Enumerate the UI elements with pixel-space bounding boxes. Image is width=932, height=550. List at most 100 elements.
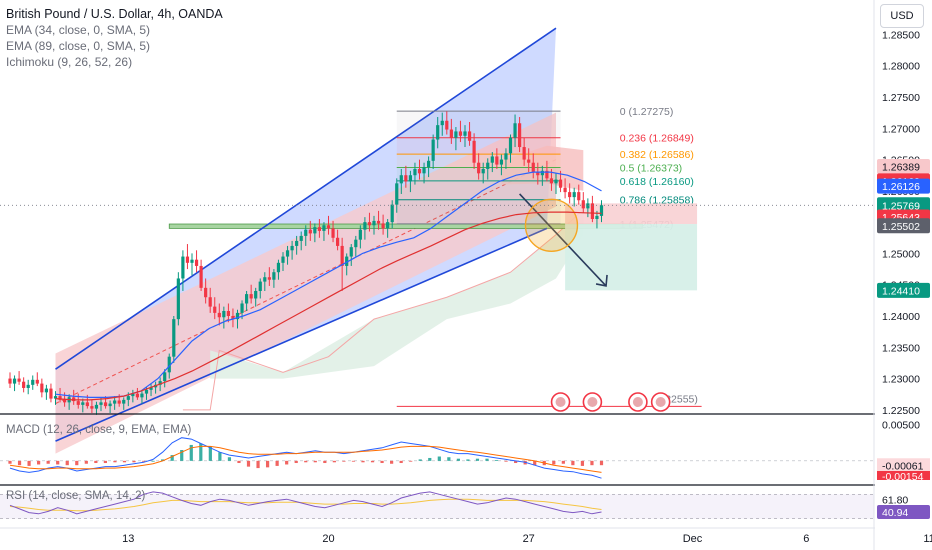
highlight-circle [524,198,579,252]
macd-histogram-bar [456,458,460,461]
candle-body [17,378,21,382]
rsi-axis-label: 61.80 [882,494,908,506]
macd-label: MACD (12, 26, close, 9, EMA, EMA) [6,424,192,436]
macd-histogram-bar [304,460,308,463]
legend-ema89[interactable]: EMA (89, close, 0, SMA, 5) [6,39,151,53]
candle-body [126,396,130,400]
candle-body [194,259,199,266]
candle-body [463,131,467,136]
macd-histogram-bar [466,459,470,461]
candle-body [486,162,490,169]
price-tick-label: 1.23000 [882,374,920,386]
candle-body [540,170,544,176]
candle-body [372,220,376,226]
macd-histogram-bar [313,460,317,463]
candle-body [577,192,581,201]
ema34-price-tag: 1.26126 [882,181,920,193]
candle-body [399,175,403,184]
legend-ema34[interactable]: EMA (34, close, 0, SMA, 5) [6,23,151,37]
macd-value-tag-bg [877,458,930,473]
candle-body [599,205,604,216]
macd-histogram-bar [151,460,155,462]
candle-body [549,178,554,184]
macd-histogram-bar [485,458,489,461]
candle-body [94,404,99,409]
candle-body [249,294,253,299]
candle-body [122,399,126,404]
candle-body [240,303,244,313]
candle-body [590,203,594,220]
macd-histogram-bar [170,455,174,461]
macd-histogram-bar [141,460,146,462]
macd-pane [0,437,874,479]
candle-body [222,311,226,318]
candle-body [272,272,276,280]
macd-histogram-bar [285,460,289,465]
macd-signal-line [9,445,602,473]
rsi-label: RSI (14, close, SMA, 14, 2) [6,490,146,502]
fib-band-1 [396,137,561,155]
macd-histogram-bar [552,460,556,465]
macd-histogram-bar [475,458,480,461]
macd-histogram-bar [227,457,232,461]
candle-body [395,183,399,205]
macd-histogram-bar [189,444,193,461]
candle-body [586,203,590,209]
macd-histogram-bar [122,460,127,463]
candle-body [331,228,335,238]
candle-body [190,259,194,263]
macd-histogram-bar [246,460,251,467]
candle-body [131,393,135,397]
candle-body [308,229,312,234]
stop-price-tag-bg [877,218,930,234]
candle-body [176,278,180,320]
candle-body [72,397,76,402]
legend-ichimoku[interactable]: Ichimoku (9, 26, 52, 26) [6,55,133,69]
candle-body [363,222,367,230]
macd-histogram-bar [561,460,565,464]
candle-body [103,402,108,407]
stop-price-tag: 1.25502 [882,221,920,233]
candle-body [81,402,85,405]
candle-body [508,137,513,154]
macd-histogram-bar [437,456,441,461]
candle-body [554,179,558,184]
candle-body [454,131,458,138]
candle-body [458,131,463,136]
candle-body [381,223,385,229]
candle-body [213,306,217,313]
candle-body [527,159,531,163]
ema34-price-tag-bg [877,178,930,194]
macd-histogram-bar [380,460,384,464]
candle-body [345,256,349,266]
macd-histogram-bar [94,460,98,464]
macd-value-tag: -0.00061 [882,460,924,472]
candle-body [263,277,267,282]
candle-body [568,192,572,198]
candle-body [22,381,26,388]
ema89-line [55,211,602,401]
candle-body [595,215,599,220]
candle-body [167,356,171,373]
macd-histogram-bar [208,446,212,461]
price-tick-label: 1.28500 [882,29,920,41]
fib-band-5 [396,199,561,224]
candle-body [304,229,308,236]
macd-histogram-bar [590,460,594,466]
currency-button[interactable]: USD [880,4,924,28]
macd-histogram-bar [132,460,136,463]
candle-body [436,125,440,140]
macd-histogram-bar [571,460,575,466]
candle-body [390,204,394,223]
rsi-ma-line [9,498,602,512]
candle-body [140,393,144,398]
fib-label-3: 0.5 (1.26373) [620,163,682,175]
time-tick-label: 20 [322,533,334,545]
candle-body [226,311,230,317]
candle-body [299,235,303,241]
candle-body [144,389,149,394]
candle-body [208,297,212,307]
macd-histogram-bar [56,460,60,465]
candle-body [117,400,121,404]
